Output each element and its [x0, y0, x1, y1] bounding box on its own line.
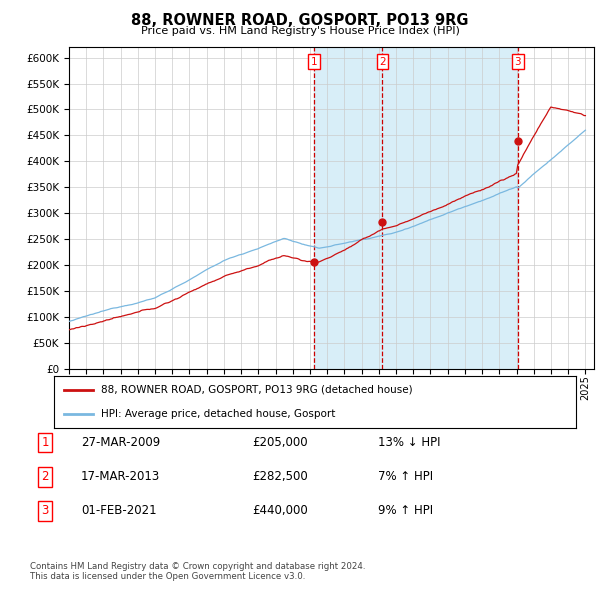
Text: 01-FEB-2021: 01-FEB-2021: [81, 504, 157, 517]
Text: 2: 2: [379, 57, 386, 67]
Text: HPI: Average price, detached house, Gosport: HPI: Average price, detached house, Gosp…: [101, 409, 335, 419]
Text: Price paid vs. HM Land Registry's House Price Index (HPI): Price paid vs. HM Land Registry's House …: [140, 26, 460, 36]
Text: 17-MAR-2013: 17-MAR-2013: [81, 470, 160, 483]
Text: 1: 1: [41, 436, 49, 449]
Bar: [314, 47, 518, 369]
Text: 27-MAR-2009: 27-MAR-2009: [81, 436, 160, 449]
Text: 3: 3: [515, 57, 521, 67]
Text: 1: 1: [311, 57, 317, 67]
Text: £440,000: £440,000: [252, 504, 308, 517]
Text: 13% ↓ HPI: 13% ↓ HPI: [378, 436, 440, 449]
Text: 88, ROWNER ROAD, GOSPORT, PO13 9RG (detached house): 88, ROWNER ROAD, GOSPORT, PO13 9RG (deta…: [101, 385, 413, 395]
Text: 7% ↑ HPI: 7% ↑ HPI: [378, 470, 433, 483]
Text: 88, ROWNER ROAD, GOSPORT, PO13 9RG: 88, ROWNER ROAD, GOSPORT, PO13 9RG: [131, 13, 469, 28]
Text: £205,000: £205,000: [252, 436, 308, 449]
Text: Contains HM Land Registry data © Crown copyright and database right 2024.
This d: Contains HM Land Registry data © Crown c…: [30, 562, 365, 581]
Text: 9% ↑ HPI: 9% ↑ HPI: [378, 504, 433, 517]
Text: 2: 2: [41, 470, 49, 483]
Text: 3: 3: [41, 504, 49, 517]
Text: £282,500: £282,500: [252, 470, 308, 483]
